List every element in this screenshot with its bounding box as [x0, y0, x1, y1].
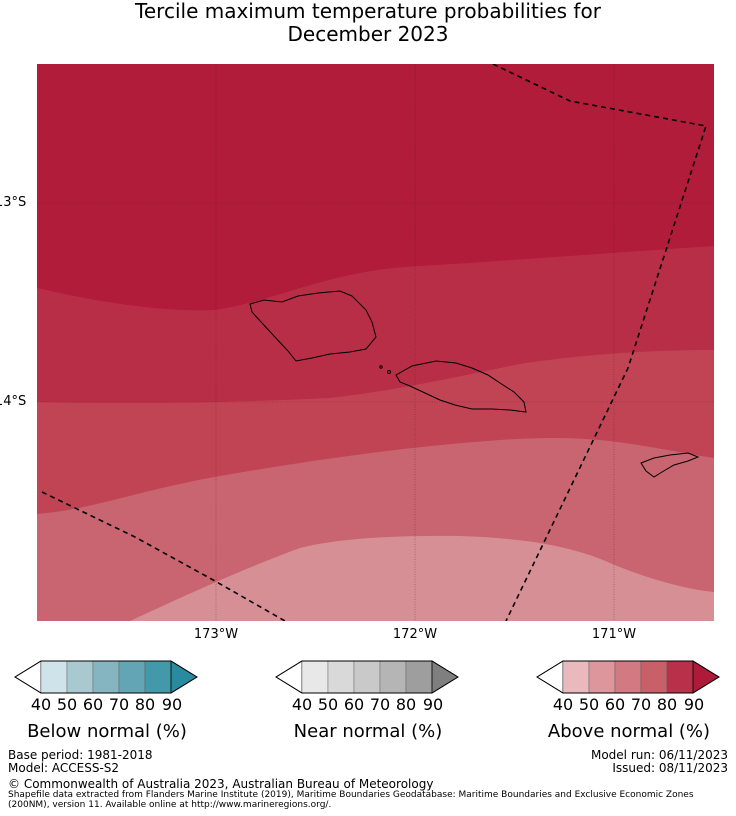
colorbar-outline	[536, 660, 720, 694]
colorbar-swatch	[40, 660, 68, 694]
tick: 40	[552, 695, 574, 714]
colorbar-arrow-high	[170, 660, 198, 694]
eez-boundary	[41, 64, 708, 621]
tick: 60	[343, 695, 365, 714]
colorbar-near-label: Near normal (%)	[293, 721, 443, 742]
colorbar-below-label: Below normal (%)	[27, 721, 187, 742]
colorbar-arrow-low	[14, 660, 42, 694]
colorbar-arrow-high	[431, 660, 459, 694]
colorbar-outline	[14, 660, 198, 694]
model-run: Model run: 06/11/2023	[590, 748, 728, 762]
tick: 90	[683, 695, 705, 714]
tick: 80	[395, 695, 417, 714]
graticule	[37, 64, 714, 621]
colorbar-below	[14, 660, 198, 694]
colorbar-swatch	[301, 660, 329, 694]
colorbar-swatch	[614, 660, 642, 694]
tick: 60	[604, 695, 626, 714]
colorbar-swatch	[92, 660, 120, 694]
lon-label-173w: 173°W	[193, 627, 239, 642]
colorbar-below-ticks: 40 50 60 70 80 90 40 50 60 70 80 90 40 5…	[0, 695, 736, 715]
base-period: Base period: 1981-2018	[8, 748, 153, 762]
colorbar-swatch	[666, 660, 694, 694]
tick: 90	[422, 695, 444, 714]
tick: 50	[56, 695, 78, 714]
tick: 70	[630, 695, 652, 714]
colorbar-swatch	[562, 660, 590, 694]
upolu-island	[395, 360, 527, 413]
tick: 40	[291, 695, 313, 714]
colorbar-swatch	[327, 660, 355, 694]
lon-label-171w: 171°W	[591, 627, 637, 642]
lon-label-172w: 172°W	[392, 627, 438, 642]
tick: 90	[161, 695, 183, 714]
map-title-line1: Tercile maximum temperature probabilitie…	[135, 0, 601, 23]
colorbar-arrow-low	[275, 660, 303, 694]
tick: 60	[82, 695, 104, 714]
colorbar-arrow-low	[536, 660, 564, 694]
lat-label-14s: 14°S	[0, 394, 27, 409]
colorbar-above-label: Above normal (%)	[547, 721, 711, 742]
islands	[249, 290, 700, 478]
tick: 50	[578, 695, 600, 714]
colorbar-swatch	[640, 660, 668, 694]
tutuila-island	[640, 452, 700, 478]
map-title-line2: December 2023	[287, 22, 449, 46]
probability-map	[37, 64, 714, 621]
colorbar-swatch	[588, 660, 616, 694]
tick: 40	[30, 695, 52, 714]
model-name: Model: ACCESS-S2	[8, 761, 120, 775]
colorbar-arrow-high	[692, 660, 720, 694]
tick: 70	[369, 695, 391, 714]
band-above-50	[130, 535, 714, 621]
colorbar-swatch	[353, 660, 381, 694]
colorbar-swatch	[405, 660, 433, 694]
lat-label-13s: 13°S	[0, 195, 27, 210]
copyright: © Commonwealth of Australia 2023, Austra…	[8, 777, 434, 791]
savaii-island	[249, 290, 377, 362]
shapefile-credit: Shapefile data extracted from Flanders M…	[8, 790, 694, 810]
colorbar-swatch	[66, 660, 94, 694]
colorbar-near	[275, 660, 459, 694]
tick: 80	[134, 695, 156, 714]
colorbar-swatch	[144, 660, 172, 694]
tick: 70	[108, 695, 130, 714]
issued-date: Issued: 08/11/2023	[612, 761, 728, 775]
colorbar-swatch	[118, 660, 146, 694]
tick: 50	[317, 695, 339, 714]
colorbar-outline	[275, 660, 459, 694]
tick: 80	[656, 695, 678, 714]
colorbar-swatch	[379, 660, 407, 694]
colorbar-above	[536, 660, 720, 694]
